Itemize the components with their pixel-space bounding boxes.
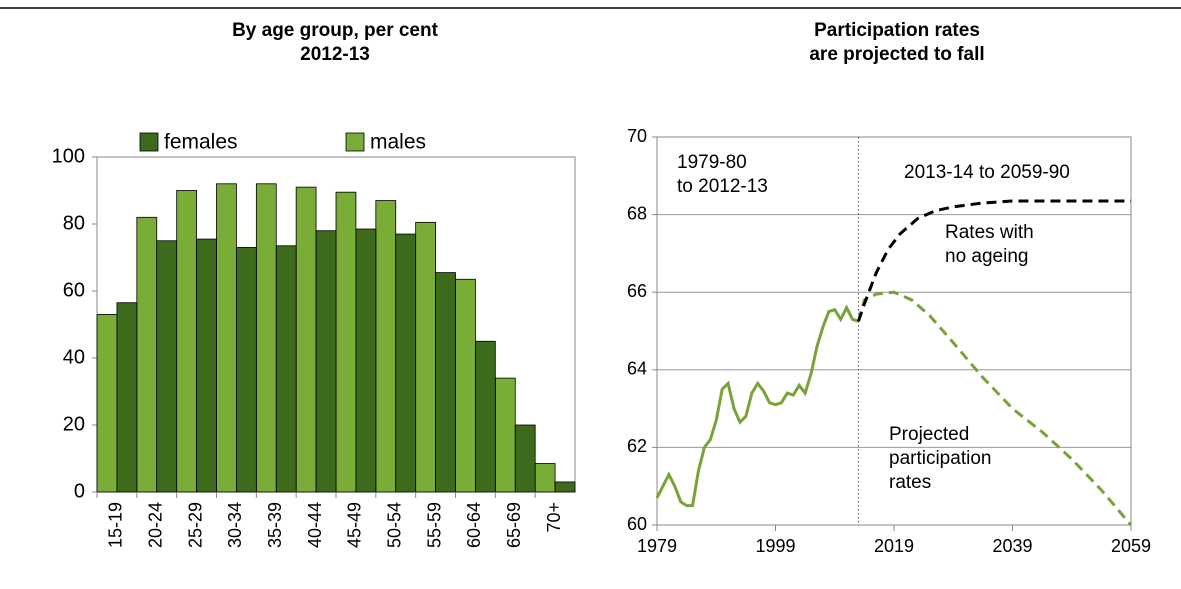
y-tick-label: 0 — [74, 480, 85, 502]
y-tick-label: 64 — [627, 359, 647, 379]
bar — [295, 186, 317, 493]
legend-label: females — [164, 131, 238, 154]
line-series — [857, 199, 1131, 322]
y-tick-label: 62 — [627, 436, 647, 456]
y-tick-label: 60 — [63, 279, 85, 301]
x-tick-label: 25-29 — [185, 502, 205, 548]
bar — [315, 230, 337, 493]
bar — [395, 233, 417, 493]
bar — [176, 190, 197, 493]
y-tick-label: 100 — [52, 145, 85, 167]
legend-swatch — [345, 132, 365, 152]
bar — [494, 377, 516, 493]
legend-label: males — [370, 131, 426, 154]
x-tick-label: 35-39 — [265, 502, 285, 548]
annotation: rates — [889, 472, 931, 493]
annotation: no ageing — [945, 246, 1028, 267]
bar — [415, 221, 436, 493]
y-tick-label: 68 — [627, 203, 647, 223]
x-tick-label: 2059 — [1111, 536, 1151, 556]
chart-title: are projected to fall — [809, 44, 984, 65]
annotation: 2013-14 to 2059-90 — [904, 162, 1070, 183]
legend-swatch — [139, 132, 159, 152]
y-tick-label: 70 — [627, 126, 647, 146]
x-tick-label: 2039 — [992, 536, 1032, 556]
bar — [475, 340, 496, 493]
bar — [534, 463, 556, 493]
x-tick-label: 40-44 — [305, 502, 325, 548]
bar — [335, 191, 357, 493]
bar — [355, 228, 377, 493]
bar — [275, 245, 297, 493]
x-tick-label: 60-64 — [464, 502, 484, 548]
bar — [435, 272, 456, 493]
x-tick-label: 70+ — [544, 502, 564, 533]
bar — [554, 481, 576, 493]
x-tick-label: 50-54 — [385, 502, 405, 548]
bar — [255, 183, 277, 493]
bar — [216, 183, 237, 493]
bar — [116, 302, 138, 493]
x-tick-label: 2019 — [874, 536, 914, 556]
bar — [136, 216, 158, 493]
x-tick-label: 30-34 — [225, 502, 245, 548]
line-series — [857, 290, 1133, 526]
annotation: Rates with — [945, 222, 1034, 243]
x-tick-label: 1979 — [637, 536, 677, 556]
bar — [514, 424, 536, 493]
y-tick-label: 40 — [63, 346, 85, 368]
x-tick-label: 15-19 — [106, 502, 126, 548]
annotation: 1979-80 — [677, 152, 747, 173]
chart-title: By age group, per cent — [232, 20, 439, 41]
y-tick-label: 60 — [627, 514, 647, 534]
x-tick-label: 45-49 — [345, 502, 365, 548]
annotation: Projected — [889, 424, 969, 445]
bar — [96, 314, 118, 493]
bar — [375, 200, 397, 493]
annotation: to 2012-13 — [677, 176, 768, 197]
y-tick-label: 66 — [627, 281, 647, 301]
line-series — [655, 304, 859, 508]
chart-title: 2012-13 — [300, 44, 370, 65]
y-tick-label: 20 — [63, 413, 85, 435]
chart-title: Participation rates — [814, 20, 980, 41]
bar — [156, 240, 178, 493]
x-tick-label: 65-69 — [504, 502, 524, 548]
x-tick-label: 1999 — [755, 536, 795, 556]
bar — [236, 247, 257, 493]
y-tick-label: 80 — [63, 212, 85, 234]
bar — [455, 278, 476, 493]
annotation: participation — [889, 448, 991, 469]
bar — [196, 238, 217, 493]
x-tick-label: 20-24 — [146, 502, 166, 548]
x-tick-label: 55-59 — [424, 502, 444, 548]
